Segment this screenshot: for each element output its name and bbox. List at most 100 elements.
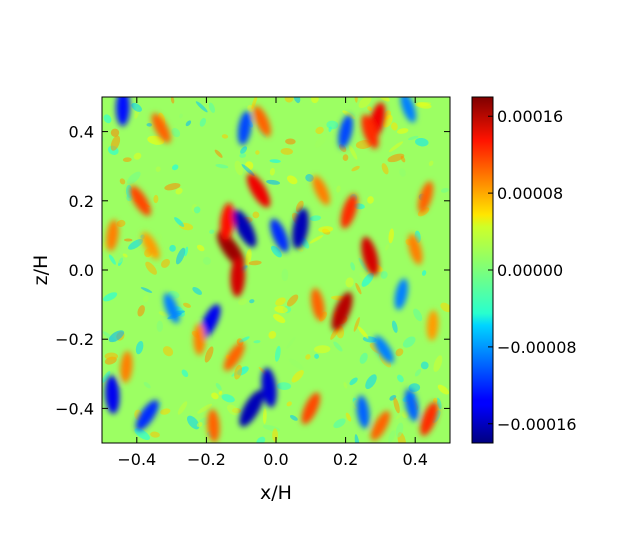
texture-streak	[146, 122, 153, 127]
texture-streak	[234, 364, 243, 380]
y-axis-label: z/H	[30, 255, 52, 286]
texture-streak	[193, 206, 201, 214]
texture-streak	[184, 246, 189, 257]
texture-streak	[365, 374, 377, 390]
texture-streak	[314, 345, 331, 354]
texture-streak	[215, 164, 229, 169]
texture-streak	[234, 160, 244, 176]
texture-streak	[208, 102, 216, 113]
texture-streak	[305, 354, 311, 360]
heatmap-feature	[331, 292, 353, 331]
texture-streak	[318, 226, 334, 233]
texture-streak	[315, 126, 324, 135]
texture-streak	[135, 340, 144, 355]
texture-streak	[192, 287, 203, 295]
texture-streak	[399, 168, 406, 177]
colorbar-tick-label: 0.00016	[497, 107, 563, 126]
texture-streak	[395, 348, 404, 357]
texture-streak	[309, 235, 324, 244]
texture-streak	[186, 415, 200, 430]
texture-streak	[269, 168, 275, 176]
texture-streak	[415, 137, 429, 147]
texture-streak	[133, 152, 142, 160]
x-tick-label: −0.4	[117, 450, 156, 469]
heatmap-plot-area	[101, 96, 451, 444]
heatmap-feature	[420, 401, 439, 436]
texture-streak	[171, 128, 181, 138]
texture-streak	[195, 101, 208, 113]
texture-streak	[342, 154, 349, 161]
heatmap-feature	[373, 335, 394, 364]
texture-streak	[388, 141, 404, 153]
texture-streak	[156, 233, 163, 242]
texture-streak	[251, 97, 258, 110]
texture-streak	[266, 179, 281, 185]
texture-streak	[221, 394, 235, 403]
heatmap-feature	[400, 97, 417, 123]
heatmap-feature	[370, 410, 391, 441]
heatmap-feature	[361, 236, 379, 276]
y-tick-label: −0.4	[55, 399, 94, 418]
texture-streak	[269, 159, 281, 163]
texture-streak	[414, 368, 422, 377]
texture-streak	[104, 352, 119, 360]
heatmap-feature	[141, 232, 160, 260]
heatmap-features	[105, 97, 439, 443]
heatmap-feature	[115, 97, 130, 127]
colorbar-ticks: 0.00016 0.00008 0.00000 −0.00008 −0.00016	[488, 107, 577, 434]
texture-streak	[164, 183, 181, 191]
texture-streak	[415, 102, 432, 109]
texture-streak	[407, 135, 419, 141]
texture-streak	[134, 428, 150, 440]
texture-streak	[275, 297, 286, 306]
texture-streak	[395, 407, 408, 420]
texture-streak	[355, 282, 362, 295]
texture-streak	[367, 196, 374, 204]
texture-streak	[309, 215, 322, 222]
texture-streak	[196, 422, 203, 428]
texture-streak	[388, 430, 396, 443]
texture-streak	[396, 128, 409, 134]
texture-streak	[351, 165, 360, 172]
texture-streak	[185, 120, 192, 127]
texture-streak	[433, 355, 443, 372]
texture-streak	[181, 369, 189, 378]
heatmap-feature	[239, 390, 264, 427]
texture-streak	[202, 256, 211, 265]
y-axis-ticks: −0.4 −0.2 0.0 0.2 0.4	[55, 123, 450, 418]
texture-streak	[273, 313, 286, 324]
texture-streak	[140, 287, 153, 293]
texture-streak	[343, 382, 348, 389]
heatmap-feature	[407, 233, 423, 265]
texture-streak	[305, 174, 314, 182]
texture-streak	[277, 382, 292, 391]
texture-streak	[162, 346, 174, 357]
texture-streak	[119, 178, 126, 185]
texture-streak	[143, 382, 151, 389]
texture-streak	[289, 415, 298, 421]
heatmap-feature	[233, 209, 257, 248]
y-tick-label: 0.2	[69, 192, 94, 211]
texture-streak	[131, 102, 142, 112]
heatmap-feature	[253, 105, 271, 137]
texture-streak	[110, 128, 120, 137]
texture-streak	[314, 353, 320, 359]
texture-streak	[248, 260, 262, 266]
texture-streak	[357, 326, 369, 339]
texture-streak	[284, 97, 294, 103]
texture-streak	[124, 238, 133, 242]
texture-streak	[367, 106, 373, 111]
texture-streak	[359, 352, 368, 364]
x-axis-label: x/H	[260, 482, 292, 504]
texture-streak	[249, 299, 255, 304]
heatmap-feature	[151, 113, 171, 144]
texture-streak	[102, 240, 109, 255]
heatmap-feature	[220, 202, 235, 241]
heatmap-feature	[120, 350, 133, 383]
texture-streak	[358, 97, 372, 109]
texture-streak	[126, 171, 141, 185]
texture-streak	[137, 305, 145, 317]
colorbar-tick-label: −0.00008	[497, 338, 577, 357]
texture-streak	[218, 390, 223, 395]
